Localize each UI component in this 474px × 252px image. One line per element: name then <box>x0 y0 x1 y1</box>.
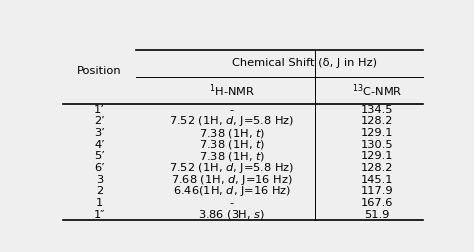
Text: 7.38 (1H, $t$): 7.38 (1H, $t$) <box>199 138 265 151</box>
Text: 7.52 (1H, $d$, J=5.8 Hz): 7.52 (1H, $d$, J=5.8 Hz) <box>169 114 294 129</box>
Text: 3.86 (3H, $s$): 3.86 (3H, $s$) <box>198 208 265 221</box>
Text: 7.38 (1H, $t$): 7.38 (1H, $t$) <box>199 127 265 140</box>
Text: 129.1: 129.1 <box>361 128 393 138</box>
Text: -: - <box>230 198 234 208</box>
Text: 134.5: 134.5 <box>361 105 393 115</box>
Text: 1: 1 <box>96 198 103 208</box>
Text: 128.2: 128.2 <box>361 116 393 127</box>
Text: 7.38 (1H, $t$): 7.38 (1H, $t$) <box>199 150 265 163</box>
Text: Position: Position <box>77 66 122 76</box>
Text: 117.9: 117.9 <box>361 186 393 196</box>
Text: 129.1: 129.1 <box>361 151 393 161</box>
Text: 4’: 4’ <box>94 140 105 150</box>
Text: $^{13}$C-NMR: $^{13}$C-NMR <box>352 82 402 99</box>
Text: 130.5: 130.5 <box>361 140 393 150</box>
Text: 128.2: 128.2 <box>361 163 393 173</box>
Text: 7.52 (1H, $d$, J=5.8 Hz): 7.52 (1H, $d$, J=5.8 Hz) <box>169 161 294 175</box>
Text: 7.68 (1H, $d$, J=16 Hz): 7.68 (1H, $d$, J=16 Hz) <box>171 173 293 187</box>
Text: 5’: 5’ <box>94 151 105 161</box>
Text: 1’: 1’ <box>94 105 105 115</box>
Text: 167.6: 167.6 <box>361 198 393 208</box>
Text: Chemical Shift (δ, J in Hz): Chemical Shift (δ, J in Hz) <box>232 58 377 68</box>
Text: 3’: 3’ <box>94 128 105 138</box>
Text: 3: 3 <box>96 175 103 185</box>
Text: $^{1}$H-NMR: $^{1}$H-NMR <box>209 82 255 99</box>
Text: -: - <box>230 105 234 115</box>
Text: 6’: 6’ <box>94 163 105 173</box>
Text: 2: 2 <box>96 186 103 196</box>
Text: 2’: 2’ <box>94 116 105 127</box>
Text: 145.1: 145.1 <box>361 175 393 185</box>
Text: 51.9: 51.9 <box>365 210 390 219</box>
Text: 1″: 1″ <box>94 210 105 219</box>
Text: 6.46(1H, $d$, J=16 Hz): 6.46(1H, $d$, J=16 Hz) <box>173 184 291 198</box>
